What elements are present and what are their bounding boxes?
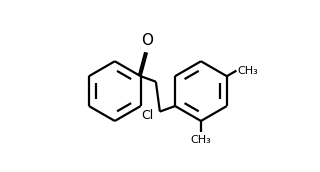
Text: O: O: [141, 33, 153, 48]
Text: CH₃: CH₃: [191, 136, 211, 146]
Text: Cl: Cl: [141, 109, 154, 122]
Text: CH₃: CH₃: [237, 66, 258, 76]
